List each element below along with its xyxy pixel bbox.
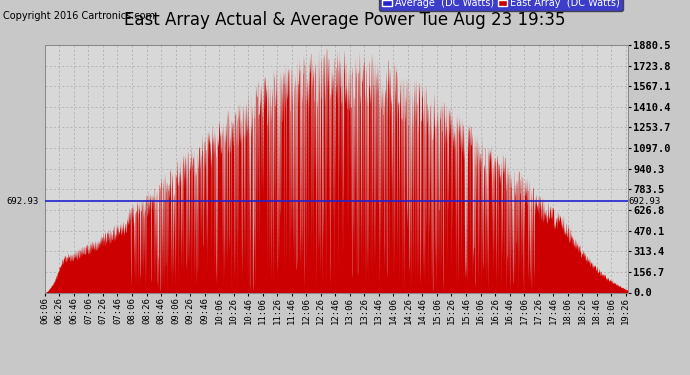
- Text: 692.93: 692.93: [7, 197, 39, 206]
- Text: Copyright 2016 Cartronics.com: Copyright 2016 Cartronics.com: [3, 11, 155, 21]
- Legend: Average  (DC Watts), East Array  (DC Watts): Average (DC Watts), East Array (DC Watts…: [380, 0, 623, 11]
- Text: East Array Actual & Average Power Tue Aug 23 19:35: East Array Actual & Average Power Tue Au…: [124, 11, 566, 29]
- Text: 692.93: 692.93: [629, 197, 661, 206]
